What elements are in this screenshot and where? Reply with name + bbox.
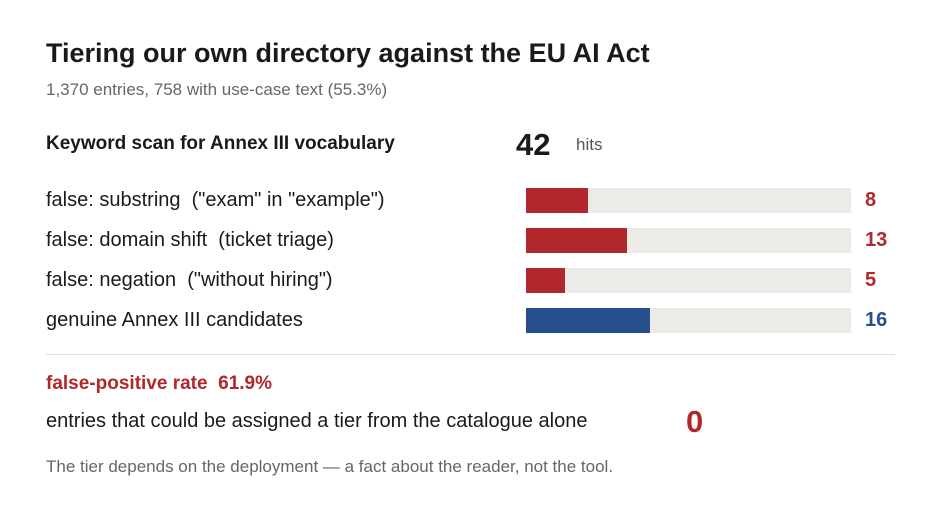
footnote: The tier depends on the deployment — a f…	[46, 457, 614, 476]
bar-row: false: substring ("exam" in "example") 8	[0, 187, 940, 213]
scan-label: Keyword scan for Annex III vocabulary	[46, 133, 395, 154]
false-positive-rate: false-positive rate 61.9%	[46, 373, 272, 395]
section-divider	[46, 354, 895, 355]
bar-fill	[526, 188, 588, 213]
bar-value: 13	[865, 229, 888, 251]
tier-assignable-label: entries that could be assigned a tier fr…	[46, 410, 588, 432]
false-positive-value: 61.9%	[218, 373, 273, 394]
bar-label: false: domain shift (ticket triage)	[46, 229, 334, 251]
bar-row: false: domain shift (ticket triage) 13	[0, 227, 940, 253]
bar-track	[526, 308, 851, 333]
tier-assignable-count: 0	[686, 404, 704, 439]
bar-track	[526, 188, 851, 213]
bar-fill	[526, 228, 627, 253]
page-subtitle: 1,370 entries, 758 with use-case text (5…	[46, 80, 388, 99]
bar-label: genuine Annex III candidates	[46, 309, 303, 331]
bar-value: 16	[865, 309, 888, 331]
false-positive-label: false-positive rate	[46, 373, 208, 394]
bar-value: 8	[865, 189, 877, 211]
bar-track	[526, 268, 851, 293]
bar-fill	[526, 268, 565, 293]
bar-fill	[526, 308, 650, 333]
bar-track	[526, 228, 851, 253]
bar-value: 5	[865, 269, 877, 291]
bar-label: false: substring ("exam" in "example")	[46, 189, 385, 211]
bar-row: genuine Annex III candidates 16	[0, 307, 940, 333]
bar-label: false: negation ("without hiring")	[46, 269, 333, 291]
scan-count: 42	[516, 127, 551, 162]
bar-row: false: negation ("without hiring") 5	[0, 267, 940, 293]
page-title: Tiering our own directory against the EU…	[46, 38, 650, 68]
scan-unit: hits	[576, 135, 603, 154]
